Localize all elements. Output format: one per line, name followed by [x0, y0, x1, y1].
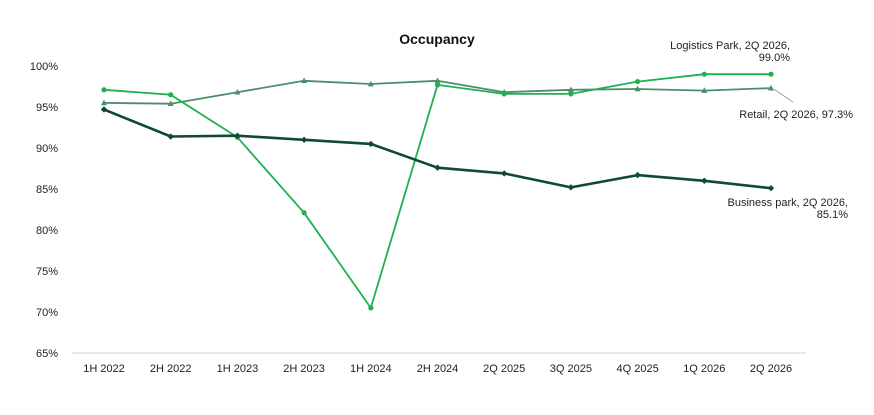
data-point: [635, 78, 641, 85]
annotation-text: Business park, 2Q 2026,: [728, 197, 848, 209]
series-line: [103, 108, 772, 190]
series-end-label: Retail, 2Q 2026, 97.3%: [739, 88, 853, 121]
data-point: [367, 140, 374, 148]
data-point: [301, 77, 308, 84]
x-tick-label: 1Q 2026: [683, 363, 725, 375]
data-point: [768, 71, 774, 77]
data-point: [701, 177, 708, 184]
data-point: [367, 80, 374, 87]
y-tick-label: 100%: [30, 61, 58, 73]
series-layer: [100, 71, 775, 311]
y-tick-label: 70%: [36, 307, 58, 319]
series-end-label: Logistics Park, 2Q 2026,99.0%: [670, 40, 790, 64]
data-point: [368, 305, 374, 311]
data-point: [101, 87, 107, 93]
x-tick-label: 2Q 2025: [483, 363, 525, 375]
data-point: [234, 132, 241, 139]
annotation-text: 85.1%: [817, 209, 848, 221]
x-tick-label: 2H 2024: [417, 363, 459, 375]
series-0: [101, 77, 774, 107]
series-1: [101, 71, 774, 311]
data-point: [568, 91, 574, 97]
annotation-text: Logistics Park, 2Q 2026,: [670, 40, 790, 52]
data-point: [234, 88, 241, 95]
x-tick-label: 3Q 2025: [550, 363, 592, 375]
y-tick-label: 75%: [36, 266, 58, 278]
y-tick-label: 80%: [36, 225, 58, 237]
data-point: [434, 77, 441, 84]
y-axis: 65% 70% 75% 80% 85% 90% 95% 100%: [30, 61, 58, 360]
x-tick-label: 2Q 2026: [750, 363, 792, 375]
data-point: [701, 71, 707, 77]
data-point: [768, 84, 774, 91]
data-point: [434, 82, 441, 88]
chart-title: Occupancy: [399, 31, 475, 47]
data-point: [567, 184, 575, 191]
data-point: [100, 106, 108, 113]
series-2: [100, 106, 775, 192]
data-point: [101, 99, 107, 106]
data-point: [634, 171, 641, 179]
data-point: [301, 210, 307, 216]
x-tick-label: 1H 2024: [350, 363, 392, 375]
data-point: [168, 92, 174, 98]
data-point: [634, 85, 641, 92]
x-tick-label: 4Q 2025: [616, 363, 658, 375]
y-tick-label: 85%: [36, 184, 58, 196]
y-tick-label: 90%: [36, 143, 58, 155]
y-tick-label: 95%: [36, 102, 58, 114]
x-tick-label: 1H 2022: [83, 363, 125, 375]
data-point: [434, 164, 441, 171]
data-point: [167, 133, 174, 140]
data-point: [701, 87, 708, 93]
y-tick-label: 65%: [36, 348, 58, 360]
annotation-leader-line: [773, 88, 794, 103]
data-point: [300, 136, 308, 143]
x-tick-label: 1H 2023: [217, 363, 259, 375]
data-point: [501, 91, 507, 97]
data-point: [167, 100, 174, 107]
data-point: [567, 86, 574, 93]
annotation-text: 99.0%: [759, 52, 790, 64]
x-axis: 1H 2022 2H 2022 1H 2023 2H 2023 1H 2024 2H 20…: [72, 352, 806, 375]
data-point: [767, 184, 775, 192]
data-point: [501, 170, 508, 177]
series-end-label: Business park, 2Q 2026,85.1%: [728, 197, 849, 221]
x-tick-label: 2H 2022: [150, 363, 192, 375]
annotation-text: Retail, 2Q 2026, 97.3%: [739, 109, 853, 121]
annotation-layer: Logistics Park, 2Q 2026,99.0% Retail, 2Q …: [670, 40, 853, 221]
x-tick-label: 2H 2023: [283, 363, 325, 375]
series-line: [103, 73, 771, 309]
